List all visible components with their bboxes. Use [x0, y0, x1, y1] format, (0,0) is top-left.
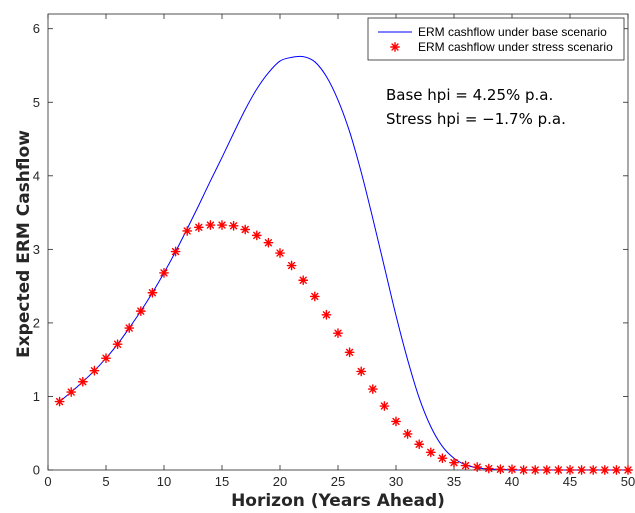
y-tick-label: 6 [33, 21, 40, 36]
series-stress-point [553, 465, 564, 475]
series-stress-point [286, 260, 297, 271]
plot-frame [47, 13, 629, 471]
series-stress-point [507, 464, 517, 475]
series-stress-point [460, 460, 471, 471]
x-axis-label: Horizon (Years Ahead) [231, 491, 445, 511]
series-stress-point [124, 323, 135, 333]
series-stress-point [402, 429, 413, 439]
series-stress-point [251, 230, 262, 241]
series-stress-point [356, 366, 367, 377]
y-tick-label: 5 [33, 95, 40, 110]
series-stress-point [182, 226, 193, 236]
plot-layer [54, 55, 633, 475]
series-stress-point [449, 457, 459, 468]
y-tick-label: 3 [33, 242, 40, 257]
series-stress-point [77, 376, 88, 387]
series-stress-point [170, 246, 181, 257]
x-tick-label: 25 [331, 474, 345, 489]
legend-stress-marker [390, 42, 400, 52]
series-stress-point [89, 365, 100, 376]
series-stress-point [333, 328, 343, 339]
series-stress-point [344, 347, 355, 358]
x-tick-label: 30 [389, 474, 403, 489]
series-stress-point [193, 222, 204, 233]
y-tick-label: 0 [33, 463, 40, 478]
series-stress-point [495, 464, 506, 475]
series-stress-point [483, 463, 494, 474]
series-stress-point [112, 339, 123, 350]
series-stress-point [321, 309, 332, 320]
series-stress-point [623, 465, 633, 475]
annotation-base-hpi: Base hpi = 4.25% p.a. [386, 86, 553, 104]
series-stress-point [576, 465, 587, 475]
series-stress-point [54, 396, 65, 407]
series-stress-point [135, 306, 146, 317]
legend: ERM cashflow under base scenario ERM cas… [367, 17, 625, 61]
x-tick-label: 50 [621, 474, 635, 489]
y-tick-label: 1 [33, 389, 40, 404]
y-axis-label: Expected ERM Cashflow [14, 130, 34, 358]
x-tick-label: 20 [273, 474, 287, 489]
series-stress-point [367, 384, 378, 394]
series-stress-point [217, 220, 227, 230]
series-stress-point [611, 465, 622, 475]
legend-stress-swatch [390, 42, 400, 52]
series-stress-point [240, 224, 251, 235]
series-stress-point [437, 453, 448, 464]
x-tick-label: 5 [102, 474, 109, 489]
y-tick-label: 2 [33, 315, 40, 330]
legend-box [367, 17, 625, 61]
x-tick-label: 35 [447, 474, 461, 489]
x-tick-label: 40 [505, 474, 519, 489]
series-stress-point [147, 287, 158, 298]
series-stress-point [530, 465, 541, 475]
series-stress-point [541, 465, 552, 475]
series-stress-point [599, 465, 610, 475]
series-stress-point [379, 401, 390, 411]
series-stress-point [588, 465, 599, 475]
x-tick-label: 45 [563, 474, 577, 489]
series-stress-point [205, 220, 216, 230]
x-tick-label: 15 [215, 474, 229, 489]
series-stress-point [391, 416, 401, 427]
series-stress-point [66, 387, 77, 397]
series-stress-point [309, 291, 320, 302]
x-tick-label: 10 [157, 474, 171, 489]
series-stress-point [518, 465, 529, 475]
series-stress-point [298, 275, 309, 286]
series-stress-point [228, 220, 239, 231]
y-tick-label: 4 [33, 168, 40, 183]
series-stress-point [101, 353, 111, 364]
series-stress-point [565, 465, 575, 475]
legend-base-label: ERM cashflow under base scenario [418, 25, 607, 39]
legend-stress-label: ERM cashflow under stress scenario [418, 40, 613, 54]
x-tick-label: 0 [44, 474, 51, 489]
annotation-stress-hpi: Stress hpi = −1.7% p.a. [386, 110, 566, 128]
series-stress-point [263, 237, 274, 248]
series-stress-point [275, 248, 285, 258]
series-stress-point [414, 439, 425, 450]
series-stress-point [159, 267, 169, 278]
series-stress-point [425, 447, 436, 458]
series-stress-point [472, 462, 483, 472]
